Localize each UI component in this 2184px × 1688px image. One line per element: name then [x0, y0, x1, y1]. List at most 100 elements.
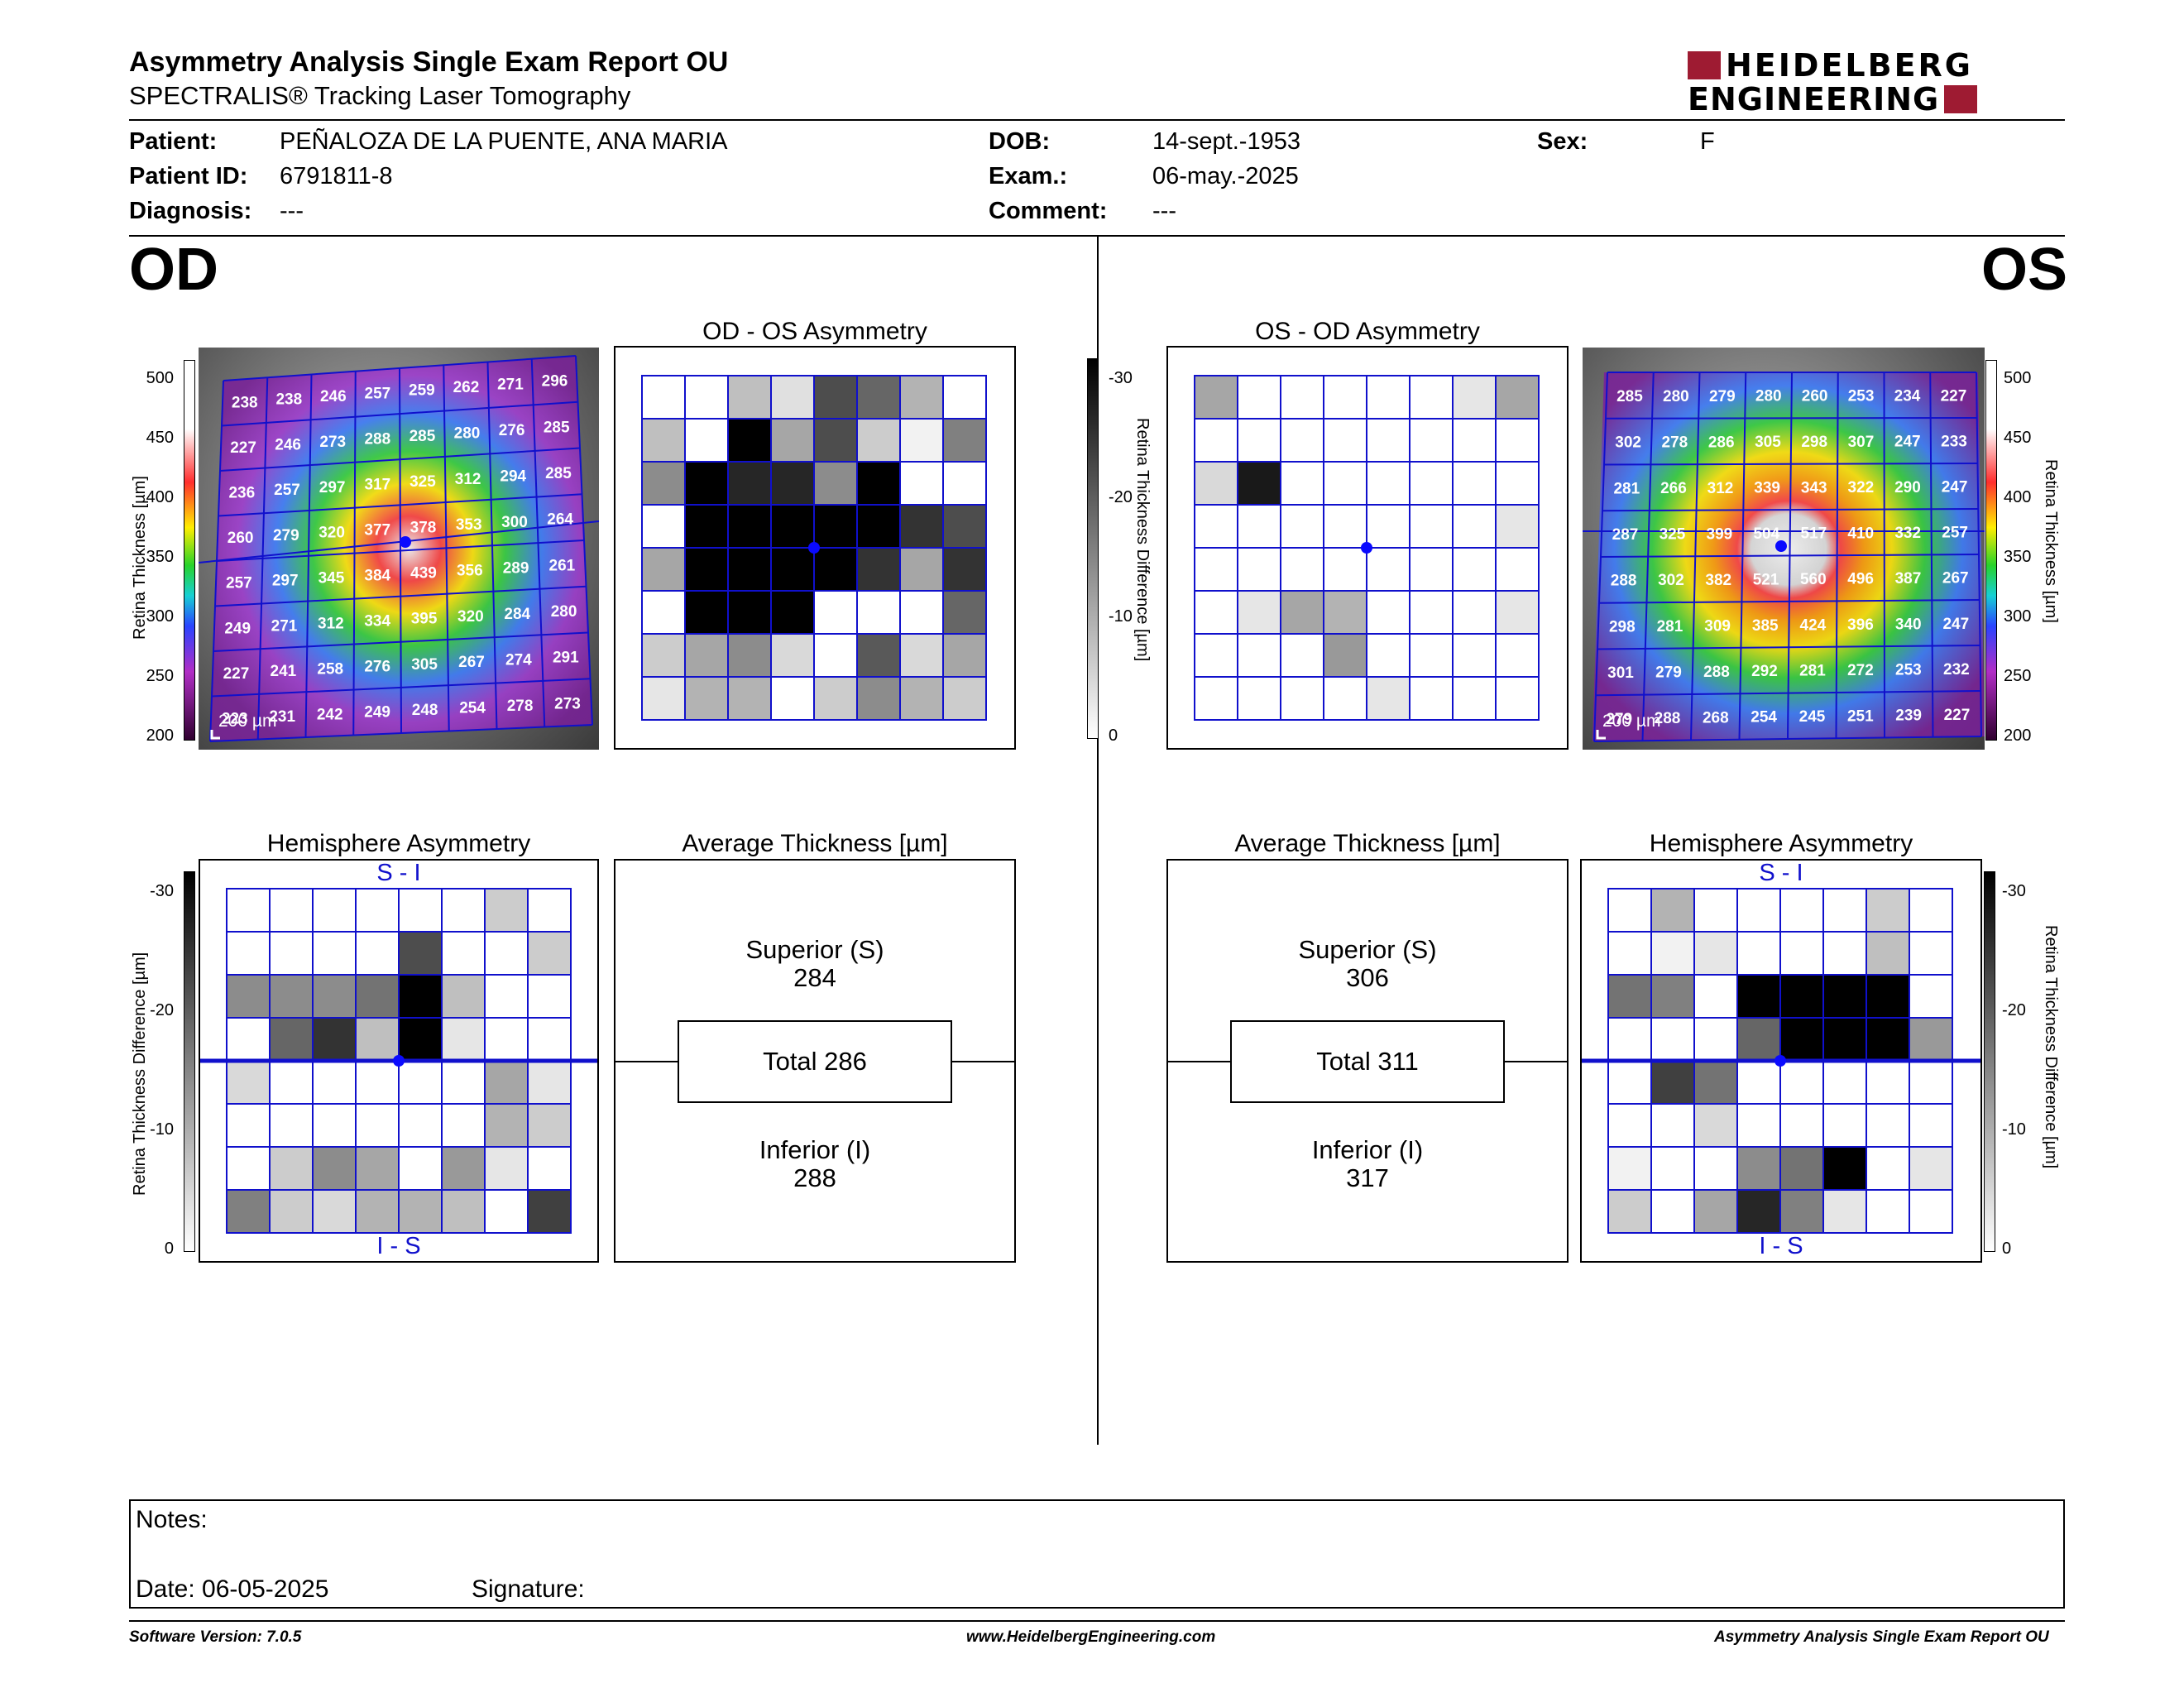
grid-cell	[527, 931, 572, 976]
od-fundus-image: 238 238 246 257 259 262 271 296 227 246 273 288 285 2…	[199, 348, 599, 750]
thickness-value: 288	[364, 430, 390, 448]
thickness-value: 247	[1942, 616, 1969, 633]
report-name-footer: Asymmetry Analysis Single Exam Report OU	[1714, 1628, 2049, 1646]
thickness-value: 325	[410, 473, 436, 491]
grid-cell	[1909, 1189, 1953, 1234]
grid-cell	[355, 931, 400, 976]
thickness-value: 504	[1753, 525, 1779, 543]
od-hemi-axis-label: Retina Thickness Difference [µm]	[131, 952, 149, 1196]
thickness-value: 320	[457, 608, 484, 626]
thickness-value: 268	[1703, 709, 1729, 727]
grid-cell	[1409, 547, 1454, 592]
grid-cell	[813, 590, 858, 635]
tick-label: -30	[150, 882, 174, 900]
grid-cell	[312, 1146, 357, 1191]
grid-cell	[727, 676, 772, 721]
grid-cell	[527, 888, 572, 933]
tick-label: 400	[146, 488, 174, 506]
grid-cell	[1237, 504, 1281, 549]
grid-cell	[1693, 1017, 1738, 1062]
report-subtitle: SPECTRALIS® Tracking Laser Tomography	[129, 81, 631, 110]
grid-cell	[899, 547, 944, 592]
thickness-value: 385	[1752, 617, 1779, 635]
grid-cell	[856, 461, 901, 506]
grid-cell	[1736, 931, 1781, 976]
grid-cell	[1452, 461, 1497, 506]
thickness-value: 253	[1848, 388, 1875, 405]
thickness-value: 298	[1801, 434, 1827, 451]
os-hemi-colorbar	[1984, 871, 1995, 1252]
asym-diff-axis-label: Retina Thickness Difference [µm]	[1133, 418, 1152, 662]
thickness-value: 271	[497, 376, 524, 393]
grid-cell	[1736, 1060, 1781, 1105]
grid-cell	[312, 931, 357, 976]
grid-cell	[684, 504, 729, 549]
od-hemi-top-label: S - I	[376, 860, 421, 886]
grid-cell	[1409, 375, 1454, 420]
od-total-box: Total 286	[678, 1020, 952, 1103]
grid-cell	[942, 547, 987, 592]
patient-name: PEÑALOZA DE LA PUENTE, ANA MARIA	[280, 128, 728, 155]
grid-cell	[1366, 590, 1410, 635]
os-avg-title: Average Thickness [µm]	[1234, 830, 1501, 857]
grid-cell	[527, 974, 572, 1019]
footer-rule	[129, 1620, 2065, 1622]
thickness-value: 246	[320, 388, 347, 405]
thickness-value: 260	[228, 530, 254, 547]
grid-cell	[942, 418, 987, 463]
grid-cell	[1736, 1103, 1781, 1148]
website-link[interactable]: www.HeidelbergEngineering.com	[966, 1628, 1216, 1646]
thickness-value: 307	[1848, 434, 1875, 451]
grid-cell	[684, 633, 729, 678]
asym-diff-colorbar	[1087, 358, 1099, 739]
os-thickness-colorbar	[1985, 360, 1997, 741]
grid-cell	[770, 504, 815, 549]
thickness-value: 521	[1753, 571, 1779, 588]
grid-cell	[355, 974, 400, 1019]
grid-cell	[1650, 1060, 1695, 1105]
grid-cell	[1866, 1017, 1910, 1062]
sex-value: F	[1700, 128, 1715, 155]
thickness-grid-line	[1595, 690, 1981, 697]
grid-cell	[813, 461, 858, 506]
thickness-value: 322	[1848, 479, 1875, 496]
thickness-value: 281	[1799, 663, 1826, 680]
grid-cell	[312, 1017, 357, 1062]
thickness-value: 312	[455, 471, 481, 488]
grid-cell	[1237, 547, 1281, 592]
grid-cell	[312, 974, 357, 1019]
grid-cell	[1366, 461, 1410, 506]
thickness-value: 290	[1894, 479, 1921, 496]
thickness-value: 271	[271, 617, 298, 635]
thickness-value: 305	[411, 656, 438, 674]
grid-cell	[1779, 1146, 1824, 1191]
grid-cell	[527, 1017, 572, 1062]
thickness-grid-line	[216, 539, 585, 562]
grid-cell	[441, 974, 486, 1019]
thickness-grid-line	[1600, 554, 1980, 558]
tick-label: -10	[1109, 607, 1133, 626]
tick-label: 500	[2004, 369, 2032, 387]
notes-label: Notes:	[136, 1506, 208, 1533]
thickness-value: 340	[1895, 616, 1922, 633]
thickness-value: 297	[319, 479, 346, 496]
thickness-value: 274	[505, 651, 532, 669]
grid-cell	[1822, 888, 1867, 933]
thickness-grid-line	[211, 678, 591, 698]
thickness-value: 276	[499, 422, 525, 439]
grid-cell	[1409, 461, 1454, 506]
grid-cell	[641, 547, 686, 592]
os-asym-grid	[1194, 375, 1540, 721]
grid-cell	[1237, 461, 1281, 506]
grid-cell	[269, 974, 314, 1019]
grid-cell	[1650, 1189, 1695, 1234]
grid-cell	[1909, 888, 1953, 933]
grid-cell	[1779, 1017, 1824, 1062]
notes-box[interactable]: Notes: Date: 06-05-2025 Signature:	[129, 1499, 2065, 1609]
thickness-value: 257	[1942, 525, 1968, 542]
grid-cell	[1650, 1103, 1695, 1148]
os-superior-value: 306	[1346, 963, 1389, 992]
od-label: OD	[129, 237, 218, 303]
thickness-value: 231	[269, 708, 295, 726]
thickness-grid-line	[214, 585, 587, 607]
